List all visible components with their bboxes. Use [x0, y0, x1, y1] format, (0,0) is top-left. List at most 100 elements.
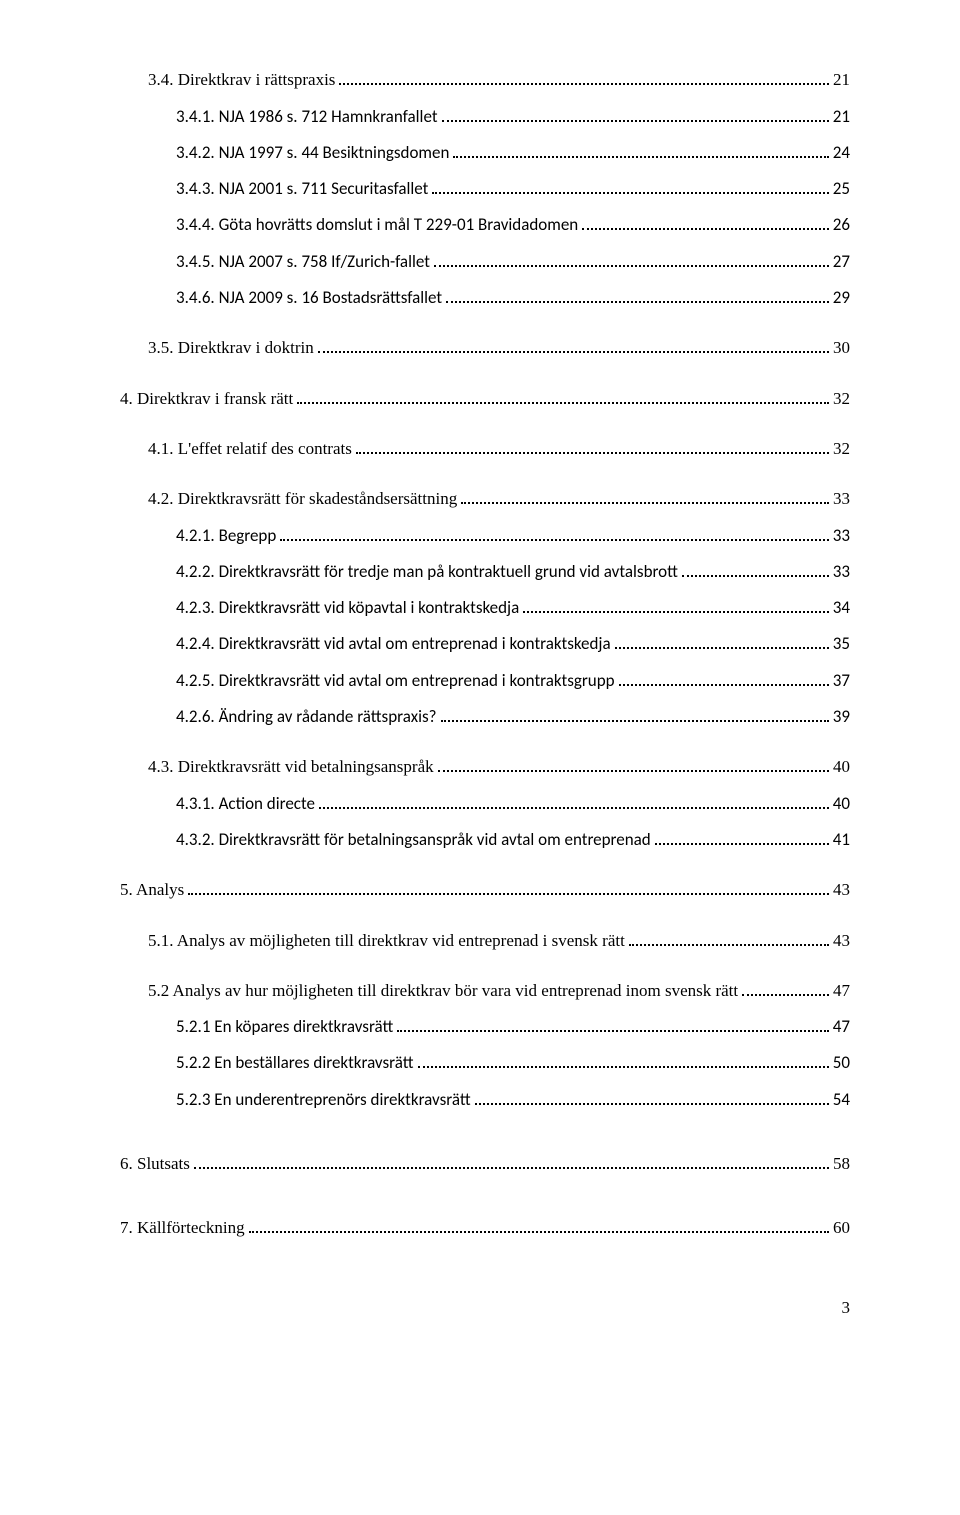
toc-entry: 4.2.1. Begrepp 33 [176, 523, 850, 545]
toc-leader-dots [619, 668, 829, 685]
toc-leader-dots [453, 141, 828, 158]
toc-leader-dots [655, 828, 829, 845]
toc-label: 7. Källförteckning [120, 1218, 245, 1238]
toc-entry: 3.4.6. NJA 2009 s. 16 Bostadsrättsfallet… [176, 286, 850, 308]
toc-page-number: 39 [833, 706, 850, 727]
toc-leader-dots [442, 104, 829, 121]
toc-leader-dots [249, 1216, 829, 1233]
toc-label: 3.4.5. NJA 2007 s. 758 If/Zurich-fallet [176, 251, 430, 272]
toc-page-number: 60 [833, 1218, 850, 1238]
table-of-contents: 3.4. Direktkrav i rättspraxis 21 3.4.1. NJ… [120, 68, 850, 1238]
toc-page-number: 33 [833, 525, 850, 546]
toc-label: 3.4.4. Göta hovrätts domslut i mål T 229… [176, 214, 578, 235]
toc-page-number: 37 [833, 670, 850, 691]
toc-leader-dots [318, 336, 829, 353]
toc-label: 4. Direktkrav i fransk rätt [120, 389, 293, 409]
toc-page-number: 43 [833, 880, 850, 900]
toc-page-number: 40 [833, 757, 850, 777]
toc-leader-dots [297, 386, 829, 403]
toc-leader-dots [432, 177, 828, 194]
toc-entry: 5. Analys 43 [120, 878, 850, 900]
toc-entry: 4.2. Direktkravsrätt för skadeståndsersä… [148, 487, 850, 509]
toc-entry: 4.2.3. Direktkravsrätt vid köpavtal i ko… [176, 596, 850, 618]
toc-label: 4.1. L'effet relatif des contrats [148, 439, 352, 459]
toc-label: 3.4.6. NJA 2009 s. 16 Bostadsrättsfallet [176, 287, 442, 308]
toc-entry: 3.4.3. NJA 2001 s. 711 Securitasfallet 25 [176, 177, 850, 199]
toc-leader-dots [434, 249, 829, 266]
toc-label: 4.2.3. Direktkravsrätt vid köpavtal i ko… [176, 597, 519, 618]
toc-label: 4.2. Direktkravsrätt för skadeståndsersä… [148, 489, 457, 509]
toc-entry: 5.2.3 En underentreprenörs direktkravsrä… [176, 1087, 850, 1109]
toc-leader-dots [523, 596, 829, 613]
toc-entry: 5.1. Analys av möjligheten till direktkr… [148, 928, 850, 950]
toc-label: 5.2.1 En köpares direktkravsrätt [176, 1016, 393, 1037]
toc-page-number: 54 [833, 1089, 850, 1110]
toc-entry: 4.3. Direktkravsrätt vid betalningsanspr… [148, 755, 850, 777]
toc-leader-dots [397, 1015, 828, 1032]
toc-leader-dots [461, 487, 829, 504]
toc-label: 4.2.4. Direktkravsrätt vid avtal om entr… [176, 633, 611, 654]
toc-label: 4.3.2. Direktkravsrätt för betalningsans… [176, 829, 651, 850]
toc-page-number: 21 [833, 106, 850, 127]
toc-leader-dots [441, 705, 829, 722]
toc-label: 4.2.1. Begrepp [176, 525, 276, 546]
toc-page-number: 47 [833, 1016, 850, 1037]
toc-leader-dots [356, 437, 829, 454]
toc-entry: 3.4.5. NJA 2007 s. 758 If/Zurich-fallet 2… [176, 249, 850, 271]
toc-entry: 4.2.5. Direktkravsrätt vid avtal om entr… [176, 668, 850, 690]
toc-entry: 3.4.4. Göta hovrätts domslut i mål T 229… [176, 213, 850, 235]
toc-label: 3.4.3. NJA 2001 s. 711 Securitasfallet [176, 178, 428, 199]
toc-leader-dots [742, 979, 829, 996]
toc-label: 3.4. Direktkrav i rättspraxis [148, 70, 335, 90]
toc-leader-dots [339, 68, 829, 85]
toc-label: 5. Analys [120, 880, 184, 900]
toc-label: 5.2.2 En beställares direktkravsrätt [176, 1052, 414, 1073]
toc-page-number: 40 [833, 793, 850, 814]
toc-page-number: 30 [833, 338, 850, 358]
toc-page-number: 27 [833, 251, 850, 272]
toc-page-number: 21 [833, 70, 850, 90]
toc-page-number: 26 [833, 214, 850, 235]
toc-leader-dots [319, 791, 829, 808]
toc-page-number: 25 [833, 178, 850, 199]
toc-entry: 5.2 Analys av hur möjligheten till direk… [148, 979, 850, 1001]
toc-entry: 4.2.6. Ändring av rådande rättspraxis? 39 [176, 705, 850, 727]
toc-entry: 3.4. Direktkrav i rättspraxis 21 [148, 68, 850, 90]
toc-leader-dots [280, 523, 828, 540]
toc-entry: 4.3.1. Action directe40 [176, 791, 850, 813]
toc-label: 4.3. Direktkravsrätt vid betalningsanspr… [148, 757, 434, 777]
toc-label: 3.4.2. NJA 1997 s. 44 Besiktningsdomen [176, 142, 449, 163]
toc-entry: 5.2.1 En köpares direktkravsrätt 47 [176, 1015, 850, 1037]
toc-leader-dots [438, 755, 829, 772]
toc-leader-dots [194, 1152, 829, 1169]
toc-entry: 3.4.2. NJA 1997 s. 44 Besiktningsdomen24 [176, 141, 850, 163]
toc-label: 5.1. Analys av möjligheten till direktkr… [148, 931, 625, 951]
toc-entry: 7. Källförteckning 60 [120, 1216, 850, 1238]
toc-entry: 4.3.2. Direktkravsrätt för betalningsans… [176, 828, 850, 850]
toc-entry: 4.2.2. Direktkravsrätt för tredje man på… [176, 560, 850, 582]
toc-label: 4.2.6. Ändring av rådande rättspraxis? [176, 706, 437, 727]
toc-page-number: 29 [833, 287, 850, 308]
toc-page-number: 35 [833, 633, 850, 654]
toc-leader-dots [615, 632, 829, 649]
toc-entry: 6. Slutsats 58 [120, 1152, 850, 1174]
toc-label: 4.2.2. Direktkravsrätt för tredje man på… [176, 561, 678, 582]
toc-label: 3.4.1. NJA 1986 s. 712 Hamnkranfallet [176, 106, 438, 127]
toc-page-number: 32 [833, 389, 850, 409]
toc-page-number: 32 [833, 439, 850, 459]
toc-page-number: 43 [833, 931, 850, 951]
toc-leader-dots [582, 213, 829, 230]
toc-page-number: 50 [833, 1052, 850, 1073]
toc-entry: 4.1. L'effet relatif des contrats 32 [148, 437, 850, 459]
toc-label: 5.2 Analys av hur möjligheten till direk… [148, 981, 738, 1001]
toc-label: 4.2.5. Direktkravsrätt vid avtal om entr… [176, 670, 615, 691]
toc-entry: 4.2.4. Direktkravsrätt vid avtal om entr… [176, 632, 850, 654]
toc-label: 6. Slutsats [120, 1154, 190, 1174]
toc-entry: 4. Direktkrav i fransk rätt 32 [120, 386, 850, 408]
toc-page-number: 34 [833, 597, 850, 618]
toc-entry: 3.5. Direktkrav i doktrin30 [148, 336, 850, 358]
toc-leader-dots [188, 878, 829, 895]
toc-leader-dots [418, 1051, 829, 1068]
toc-page-number: 58 [833, 1154, 850, 1174]
toc-leader-dots [629, 928, 829, 945]
